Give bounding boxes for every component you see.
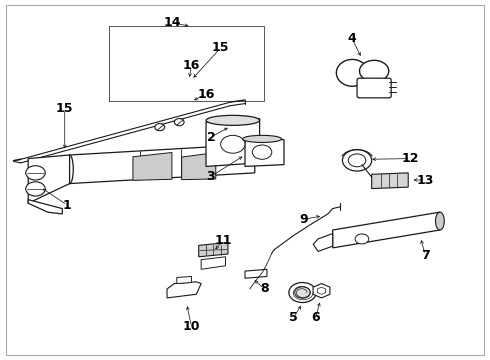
Text: 6: 6 — [311, 311, 320, 324]
Circle shape — [294, 287, 310, 298]
Polygon shape — [133, 153, 172, 180]
Circle shape — [174, 118, 184, 126]
Circle shape — [220, 135, 245, 153]
Text: 2: 2 — [206, 131, 215, 144]
Circle shape — [26, 166, 45, 180]
Text: 15: 15 — [212, 41, 229, 54]
Text: 9: 9 — [299, 213, 308, 226]
Polygon shape — [28, 200, 62, 214]
Polygon shape — [313, 234, 333, 251]
Ellipse shape — [336, 59, 368, 86]
Polygon shape — [167, 282, 201, 298]
Polygon shape — [313, 284, 330, 298]
Circle shape — [155, 123, 165, 131]
Text: 7: 7 — [421, 248, 430, 261]
Text: 16: 16 — [197, 88, 215, 101]
Polygon shape — [372, 173, 408, 189]
Circle shape — [343, 150, 372, 171]
Text: 3: 3 — [207, 170, 215, 183]
Polygon shape — [199, 243, 228, 257]
Ellipse shape — [66, 155, 73, 184]
Circle shape — [26, 182, 45, 196]
Text: 4: 4 — [348, 32, 357, 45]
Circle shape — [348, 154, 366, 167]
Text: 15: 15 — [56, 102, 74, 115]
Ellipse shape — [360, 60, 389, 82]
Ellipse shape — [436, 212, 444, 230]
Text: 1: 1 — [63, 198, 72, 212]
Circle shape — [289, 283, 316, 302]
Polygon shape — [317, 287, 326, 294]
Circle shape — [252, 145, 272, 159]
Text: 13: 13 — [416, 174, 434, 186]
Polygon shape — [28, 155, 70, 203]
Text: 5: 5 — [290, 311, 298, 324]
Text: 16: 16 — [183, 59, 200, 72]
Polygon shape — [245, 138, 284, 166]
Text: 10: 10 — [183, 320, 200, 333]
Polygon shape — [201, 257, 225, 269]
Polygon shape — [206, 118, 260, 166]
Text: 8: 8 — [260, 283, 269, 296]
Text: 14: 14 — [163, 16, 181, 29]
Polygon shape — [245, 269, 267, 278]
Polygon shape — [70, 144, 255, 184]
Polygon shape — [182, 153, 216, 180]
Polygon shape — [177, 276, 192, 284]
Circle shape — [355, 234, 369, 244]
Ellipse shape — [243, 135, 282, 143]
Ellipse shape — [206, 115, 260, 125]
Polygon shape — [333, 212, 440, 248]
Text: 11: 11 — [214, 234, 232, 247]
FancyBboxPatch shape — [357, 78, 391, 98]
Text: 12: 12 — [402, 152, 419, 165]
